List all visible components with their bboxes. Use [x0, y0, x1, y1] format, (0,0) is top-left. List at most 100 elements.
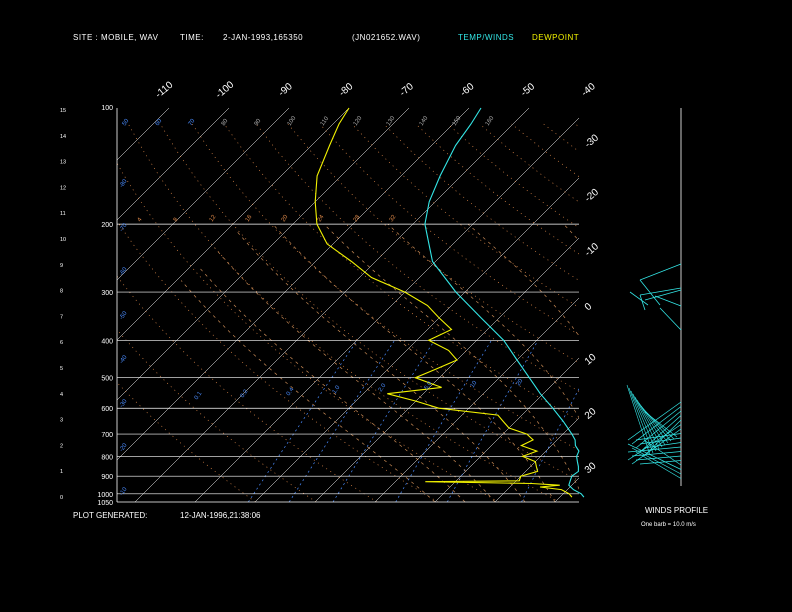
isotherm-right-label: -10	[583, 241, 601, 259]
wind-barb	[639, 279, 661, 306]
wind-barb	[631, 406, 682, 445]
dry-adiabat-line	[287, 123, 579, 364]
theta-label: 100	[287, 115, 298, 127]
theta-label: 80	[221, 118, 230, 127]
dry-adiabat-line	[607, 124, 792, 502]
dry-adiabat-line	[575, 123, 579, 128]
mixing-ratio-label: 2.0	[378, 382, 388, 393]
dry-adiabat-line	[351, 123, 579, 308]
site-label: SITE : MOBILE, WAV	[73, 33, 159, 42]
isotherm-line	[434, 357, 579, 502]
left-edge-label: -70	[119, 222, 129, 233]
temperature-trace	[424, 107, 585, 498]
mixing-ratio-label: 1.0	[332, 384, 342, 395]
moist-adiabat-line	[237, 232, 526, 502]
dry-adiabat-line	[447, 123, 579, 229]
isobar-label: 700	[101, 432, 113, 439]
isobar-label: 300	[101, 290, 113, 297]
isotherm-line	[117, 108, 170, 161]
height-tick-label: 11	[60, 211, 66, 217]
mixing-ratio-line	[395, 340, 492, 502]
wind-barb	[636, 399, 666, 446]
isotherm-line	[194, 117, 579, 502]
theta-mid-label: 32	[389, 214, 398, 223]
isotherm-top-label: -60	[458, 81, 476, 99]
isobar-label: 600	[101, 406, 113, 413]
isobar-label: 500	[101, 376, 113, 383]
wind-barb	[627, 424, 682, 461]
height-tick-label: 14	[60, 134, 66, 140]
left-edge-label: -60	[119, 266, 129, 277]
isotherm-line	[0, 108, 49, 502]
height-tick-label: 13	[60, 160, 66, 166]
mixing-ratio-label: 0.4	[286, 386, 296, 397]
isotherm-right-label: 10	[583, 352, 599, 368]
isotherm-line	[117, 108, 410, 401]
wind-barb	[629, 291, 649, 306]
dry-adiabat-line	[191, 123, 579, 451]
isotherm-right-label: -30	[583, 132, 601, 150]
wind-barb	[631, 451, 682, 457]
moist-adiabat-line	[387, 223, 579, 419]
mixing-ratio-label: 5.0	[424, 380, 434, 391]
wind-barb	[635, 451, 682, 479]
isotherm-line	[615, 108, 792, 502]
isotherm-line	[374, 297, 579, 502]
dry-adiabat-line	[543, 123, 579, 153]
mixing-ratio-label: 20	[516, 378, 525, 387]
isotherm-line	[117, 108, 470, 461]
mixing-ratio-line	[648, 340, 718, 502]
wind-barb	[639, 263, 682, 281]
isotherm-top-label: -90	[277, 81, 295, 99]
theta-mid-label: 24	[317, 214, 326, 223]
mixing-ratio-label: 10	[470, 380, 479, 389]
isotherm-right-label: -20	[583, 187, 601, 205]
moist-adiabat-line	[733, 224, 739, 502]
height-tick-label: 2	[60, 443, 63, 449]
chart-grid	[0, 108, 792, 503]
winds-profile-title: WINDS PROFILE	[645, 506, 709, 515]
height-tick-label: 3	[60, 418, 63, 424]
mixing-ratio-label: 0.1	[194, 390, 204, 401]
height-tick-label: 6	[60, 340, 63, 346]
height-tick-label: 9	[60, 263, 63, 269]
dry-adiabat-line	[117, 162, 499, 502]
mixing-ratio-line	[446, 340, 539, 502]
wind-barb	[639, 460, 682, 465]
time-label: TIME:	[180, 33, 204, 42]
theta-mid-label: 20	[281, 214, 290, 223]
isotherm-line	[494, 417, 579, 502]
theta-label: 130	[386, 115, 397, 127]
wind-barb	[643, 439, 682, 466]
height-tick-label: 12	[60, 185, 66, 191]
isotherm-line	[117, 108, 230, 221]
mixing-ratio-line	[332, 340, 435, 502]
wind-barb	[635, 455, 682, 461]
theta-mid-label: 12	[209, 214, 218, 223]
wind-barb	[627, 446, 682, 453]
theta-label: 90	[254, 118, 263, 127]
dry-adiabat-line	[117, 381, 256, 502]
moist-adiabat-line	[563, 223, 579, 242]
dry-adiabat-line	[383, 123, 579, 281]
theta-mid-label: 4	[137, 216, 144, 223]
height-tick-label: 7	[60, 314, 63, 320]
isotherm-line	[0, 108, 109, 502]
theta-label: 60	[155, 118, 164, 127]
mixing-ratio-line	[248, 340, 358, 502]
isotherm-top-label: -80	[337, 81, 355, 99]
wind-barb	[644, 411, 678, 438]
dry-adiabat-line	[671, 124, 792, 502]
dry-adiabat-line	[415, 123, 579, 255]
wind-barb	[659, 307, 682, 331]
wind-barb	[639, 294, 646, 311]
mixing-ratio-line	[288, 340, 395, 502]
theta-label: 110	[320, 115, 331, 127]
file-name: (JN021652.WAV)	[352, 33, 421, 42]
isotherm-right-label: 30	[583, 460, 599, 476]
dewpoint-trace	[314, 107, 573, 498]
theta-label: 70	[188, 118, 197, 127]
wind-barb	[639, 287, 682, 296]
dry-adiabat-line	[117, 275, 378, 502]
theta-mid-label: 28	[353, 214, 362, 223]
